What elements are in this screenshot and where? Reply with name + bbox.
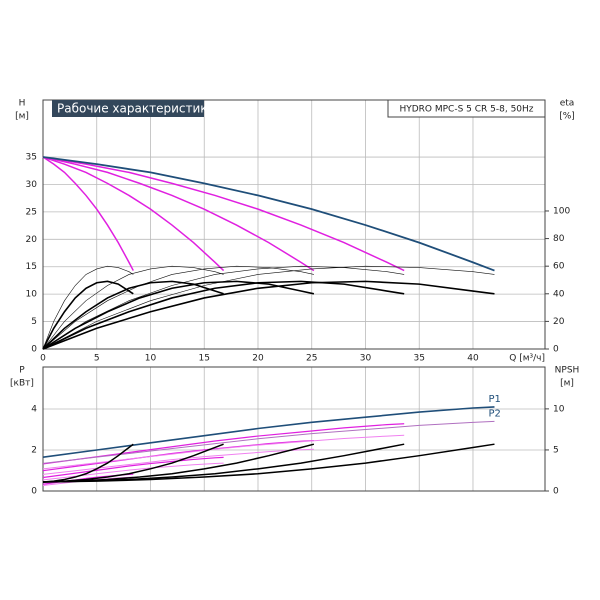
x-tick-label: 35 xyxy=(414,354,425,364)
x-tick-label: 0 xyxy=(40,354,46,364)
series-label: P1 xyxy=(488,394,500,405)
x-tick-label: 25 xyxy=(306,354,317,364)
curve xyxy=(42,462,224,481)
curve xyxy=(42,265,134,350)
curve xyxy=(42,434,405,470)
curve xyxy=(42,280,134,350)
y-axis-unit: [кВт] xyxy=(10,379,34,389)
y-tick-label: 0 xyxy=(31,487,37,497)
y-tick-label: 0 xyxy=(31,345,37,355)
y-tick-label: 2 xyxy=(31,446,37,456)
y2-tick-label: 40 xyxy=(553,289,565,299)
curve xyxy=(42,156,225,272)
y-tick-label: 20 xyxy=(26,235,38,245)
x-tick-label: 20 xyxy=(252,354,264,364)
y2-tick-label: 100 xyxy=(553,206,570,216)
curve xyxy=(42,265,314,350)
curve xyxy=(42,406,495,458)
x-axis-label: Q [м³/ч] xyxy=(509,354,545,364)
curve xyxy=(42,443,495,483)
curve xyxy=(42,156,315,272)
model-box xyxy=(387,99,546,118)
y-tick-label: 35 xyxy=(26,153,37,163)
x-tick-label: 15 xyxy=(199,354,210,364)
y2-tick-label: 0 xyxy=(553,345,559,355)
y2-tick-label: 5 xyxy=(553,445,559,455)
series-label: P2 xyxy=(488,408,500,419)
y2-axis-label: NPSH xyxy=(555,366,580,376)
plot-frame xyxy=(42,366,546,492)
curve xyxy=(42,443,134,483)
plot-frame xyxy=(42,99,546,350)
curve xyxy=(42,280,405,350)
curve xyxy=(42,265,495,350)
curve xyxy=(42,265,224,350)
x-tick-label: 5 xyxy=(94,354,100,364)
y-tick-label: 30 xyxy=(26,180,38,190)
model-label: HYDRO MPC-S 5 CR 5-8, 50Hz xyxy=(399,105,533,115)
x-tick-label: 10 xyxy=(145,354,157,364)
y-axis-label: H xyxy=(19,99,26,109)
curve xyxy=(42,420,495,464)
curve xyxy=(42,280,315,350)
x-tick-label: 30 xyxy=(360,354,372,364)
title-background xyxy=(52,100,204,117)
y-axis-unit: [м] xyxy=(15,112,29,122)
x-tick-label: 40 xyxy=(467,354,479,364)
chart-title: Рабочие характеристики xyxy=(57,102,215,116)
curve xyxy=(42,156,134,271)
curve xyxy=(42,456,224,479)
y-tick-label: 15 xyxy=(26,262,37,272)
y2-tick-label: 10 xyxy=(553,404,565,414)
y-axis-label: P xyxy=(19,366,25,376)
y2-tick-label: 60 xyxy=(553,262,565,272)
curve xyxy=(42,439,314,472)
y2-axis-unit: [м] xyxy=(560,379,574,389)
y-tick-label: 4 xyxy=(31,405,37,415)
curve xyxy=(42,156,495,272)
y2-axis-label: eta xyxy=(560,99,575,109)
y-tick-label: 25 xyxy=(26,207,37,217)
curve xyxy=(42,280,495,350)
curve xyxy=(42,156,405,272)
y2-axis-unit: [%] xyxy=(559,112,575,122)
y2-tick-label: 0 xyxy=(553,487,559,497)
y2-tick-label: 80 xyxy=(553,234,565,244)
curve xyxy=(42,423,405,465)
y-tick-label: 5 xyxy=(31,317,37,327)
y-tick-label: 10 xyxy=(26,290,38,300)
y2-tick-label: 20 xyxy=(553,317,565,327)
curve xyxy=(42,443,224,483)
curve xyxy=(42,280,224,350)
